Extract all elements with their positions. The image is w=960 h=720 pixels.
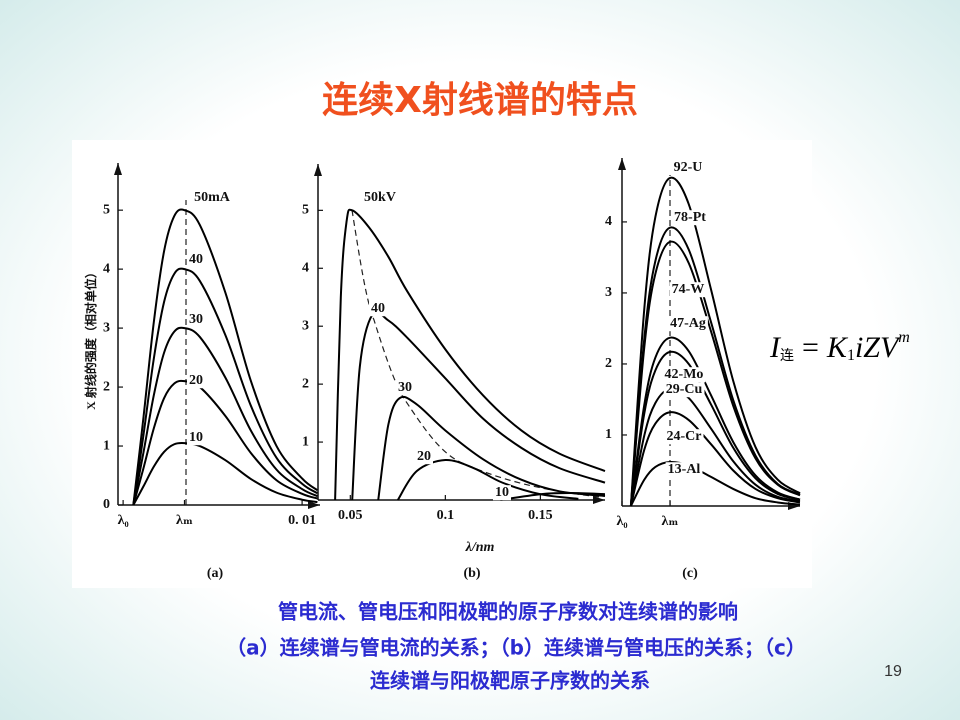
y-tick-label: 1	[103, 438, 110, 453]
y-tick-label: 4	[302, 260, 309, 275]
panel-label: (a)	[207, 566, 224, 581]
y-tick-label: 3	[605, 285, 612, 300]
formula-part: 1	[847, 347, 855, 364]
spectrum-curve	[629, 336, 801, 507]
curve-label: 30	[398, 380, 412, 395]
formula-part: 连	[780, 348, 794, 364]
curve-label: 20	[417, 449, 431, 464]
caption-line: 管电流、管电压和阳极靶的原子序数对连续谱的影响	[278, 600, 738, 624]
label-backing	[669, 282, 707, 298]
curve-label: 40	[189, 252, 203, 267]
spectrum-curve	[629, 387, 801, 507]
y-tick-label: 4	[605, 214, 612, 229]
y-tick-label: 3	[302, 318, 309, 333]
x-tick-label: 0.05	[338, 508, 363, 523]
label-backing	[665, 462, 703, 478]
curve-label: 30	[189, 312, 203, 327]
x-axis-label: λ/nm	[465, 540, 495, 555]
page-number: 19	[884, 663, 902, 680]
curve-label: 20	[189, 373, 203, 388]
label-backing	[187, 312, 205, 328]
y-tick-label: 2	[302, 376, 309, 391]
label-backing	[187, 430, 205, 446]
y-tick-label: 3	[103, 320, 110, 335]
curve-label: 50mA	[194, 190, 231, 205]
x-tick-label: 0. 01	[288, 513, 316, 528]
spectrum-curve	[500, 492, 606, 501]
label-backing	[668, 316, 708, 332]
label-backing	[187, 252, 205, 268]
label-backing	[396, 380, 414, 396]
spectrum-curve	[351, 310, 606, 501]
y-tick-label: 5	[302, 203, 309, 218]
curve-label: 24-Cr	[667, 429, 702, 444]
x-tick-label: λ₀	[616, 514, 627, 529]
formula-part: iZV	[855, 331, 902, 364]
label-backing	[672, 210, 709, 226]
y-axis-label: X 射线的强度（相对单位）	[83, 266, 98, 410]
curve-label: 40	[371, 301, 385, 316]
x-tick-label: λ₀	[118, 513, 129, 528]
axis-arrow	[618, 158, 626, 170]
label-backing	[663, 382, 705, 398]
curve-label: 47-Ag	[670, 316, 706, 331]
y-tick-label: 1	[302, 434, 309, 449]
y-tick-label: 1	[605, 427, 612, 442]
axis-arrow	[593, 496, 605, 504]
panel-label: (b)	[463, 566, 480, 581]
curve-label: 13-Al	[668, 462, 701, 477]
formula-part: K	[826, 331, 849, 364]
caption-line: （a）连续谱与管电流的关系；（b）连续谱与管电压的关系；（c）	[226, 636, 806, 660]
spectrum-curve	[132, 267, 318, 506]
label-backing	[664, 429, 704, 445]
formula-part: m	[898, 329, 910, 346]
formula: I连 = K1iZVm	[769, 329, 910, 364]
figure: 0 1 2 3 4 5 λ₀ λₘ 0. 01 (a) X 射线的强度（相对单位） 50mA 40 30 2…	[83, 158, 801, 581]
label-backing	[493, 485, 511, 501]
curve-label: 50kV	[364, 190, 396, 205]
spectrum-curve	[132, 208, 319, 506]
label-backing	[192, 190, 233, 206]
formula-part: =	[802, 331, 819, 364]
y-tick-label: 2	[103, 379, 110, 394]
spectrum-curve	[377, 395, 606, 501]
label-backing	[415, 449, 433, 465]
y-tick-label: 4	[103, 261, 110, 276]
x-tick-label: λₘ	[176, 513, 193, 528]
x-tick-label: 0.15	[528, 508, 553, 523]
caption-line: 连续谱与阳极靶原子序数的关系	[370, 669, 650, 693]
curve-label: 42-Mo	[665, 367, 704, 382]
y-tick-label: 2	[605, 356, 612, 371]
curve-label: 92-U	[674, 160, 703, 175]
curve-label: 10	[495, 485, 509, 500]
spectrum-curve	[334, 208, 606, 501]
spectrum-curve	[629, 240, 801, 507]
x-tick-label: 0.1	[437, 508, 455, 523]
formula-part: I	[769, 331, 782, 364]
y-tick-label: 0	[103, 497, 110, 512]
curve-label: 29-Cu	[666, 382, 703, 397]
label-backing	[187, 373, 205, 389]
label-backing	[369, 301, 387, 317]
label-backing	[662, 367, 706, 383]
label-backing	[671, 160, 705, 176]
x-tick-label: λₘ	[662, 514, 679, 529]
curve-label: 74-W	[672, 282, 705, 297]
panel-label: (c)	[682, 566, 698, 581]
spectrum-curve	[132, 326, 318, 506]
label-backing	[362, 190, 398, 206]
curve-label: 10	[189, 430, 203, 445]
y-tick-label: 5	[103, 202, 110, 217]
curve-label: 78-Pt	[674, 210, 706, 225]
axis-arrow	[114, 163, 122, 175]
slide-title: 连续X射线谱的特点	[322, 80, 638, 121]
axis-arrow	[314, 164, 322, 176]
axis-arrow	[308, 501, 320, 509]
